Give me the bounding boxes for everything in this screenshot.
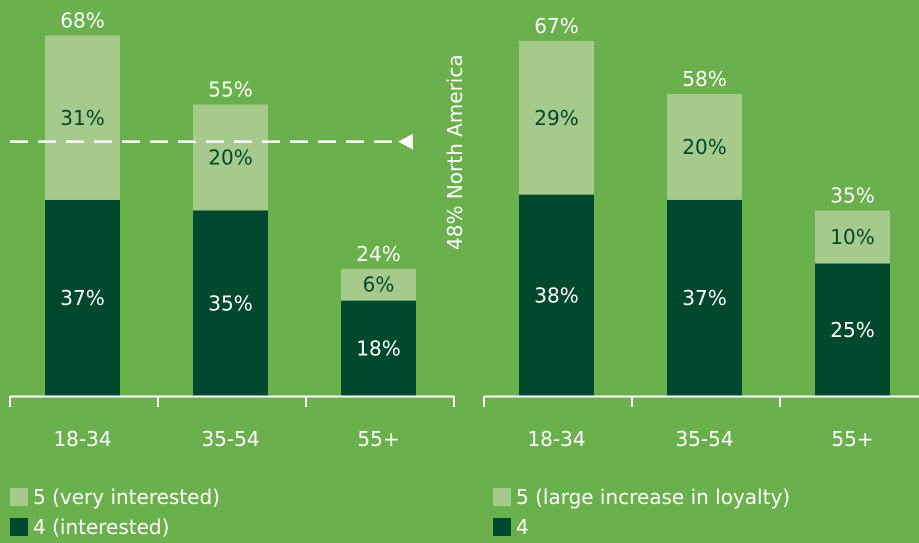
bar-segment-4 [667, 199, 742, 396]
category-label: 55+ [831, 427, 873, 451]
bar-label-4: 18% [356, 336, 400, 360]
bar-segment-5 [815, 210, 890, 264]
bar-label-5: 10% [830, 225, 874, 249]
bar-total-label: 35% [830, 184, 874, 208]
chart-age-loyalty: 38% 29% 67% 18-34 37% 20% 58% 35-54 25% 10% 35% 55+ [483, 14, 919, 451]
bar-label-4: 35% [208, 291, 252, 315]
legend-swatch-light [493, 488, 511, 506]
bar-segment-5 [45, 35, 120, 200]
bar-segment-5 [193, 104, 268, 211]
bar-segment-4 [45, 199, 120, 396]
legend-label: 4 [516, 515, 529, 539]
bar-total-label: 24% [356, 242, 400, 266]
legend-right-item-0: 5 (large increase in loyalty) [493, 485, 790, 509]
legend-left-item-1: 4 (interested) [10, 515, 169, 539]
bar-segment-4 [341, 300, 416, 396]
bar-label-5: 20% [682, 135, 726, 159]
category-label: 55+ [357, 427, 399, 451]
bar-segment-4 [815, 263, 890, 396]
category-label: 35-54 [675, 427, 733, 451]
bar-label-4: 37% [60, 286, 104, 310]
bar-total-label: 55% [208, 78, 252, 102]
category-label: 18-34 [527, 427, 585, 451]
bar-segment-5 [519, 40, 594, 195]
legend-right-item-1: 4 [493, 515, 529, 539]
bar-label-5: 20% [208, 146, 252, 170]
reference-line-label: 48% North America [443, 54, 467, 250]
bar-label-5: 31% [60, 106, 104, 130]
legend-label: 5 (large increase in loyalty) [516, 485, 791, 509]
category-label: 18-34 [53, 427, 111, 451]
legend-swatch-light [10, 488, 28, 506]
legend-left-item-0: 5 (very interested) [10, 485, 220, 509]
legend-swatch-dark [10, 518, 28, 536]
bar-segment-4 [519, 194, 594, 396]
bar-total-label: 67% [534, 14, 578, 38]
bar-segment-5 [667, 93, 742, 200]
bar-label-4: 38% [534, 283, 578, 307]
bar-total-label: 68% [60, 9, 104, 33]
bar-segment-5 [341, 268, 416, 301]
reference-arrow-icon [398, 133, 413, 150]
bar-segment-4 [193, 210, 268, 396]
category-label: 35-54 [201, 427, 259, 451]
bar-label-4: 37% [682, 286, 726, 310]
legend-label: 5 (very interested) [33, 485, 220, 509]
bar-label-5: 29% [534, 106, 578, 130]
bar-label-5: 6% [363, 273, 395, 297]
bar-total-label: 58% [682, 67, 726, 91]
legend-swatch-dark [493, 518, 511, 536]
chart-age-interest: 37% 31% 68% 18-34 35% 20% 55% 35-54 18% 6% 24% 55+ 4… [9, 9, 467, 451]
legend-label: 4 (interested) [33, 515, 170, 539]
bar-label-4: 25% [830, 318, 874, 342]
